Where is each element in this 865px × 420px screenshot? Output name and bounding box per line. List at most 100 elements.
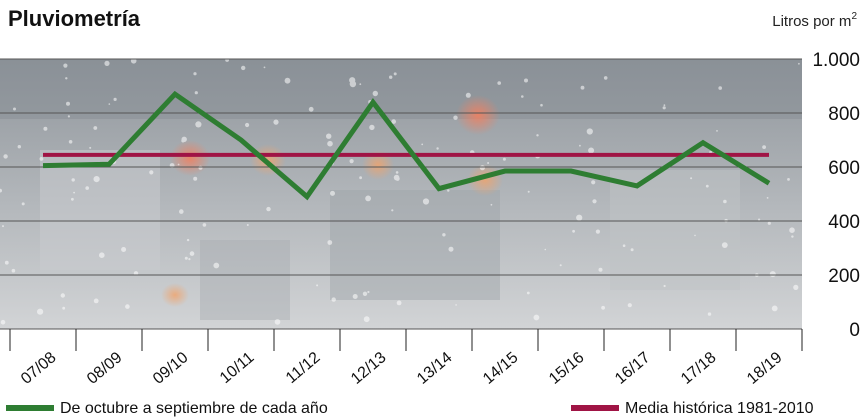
raindrop <box>707 312 712 316</box>
raindrop <box>21 202 25 206</box>
raindrop <box>241 65 246 71</box>
raindrop <box>108 103 111 105</box>
raindrop <box>527 190 530 193</box>
x-tick-label: 07/08 <box>18 349 60 388</box>
raindrop <box>198 165 203 170</box>
raindrop <box>662 106 666 110</box>
raindrop <box>68 140 73 144</box>
raindrop <box>601 305 605 310</box>
x-tick-label: 17/18 <box>678 349 720 388</box>
raindrop <box>71 197 74 201</box>
raindrop <box>540 103 543 107</box>
raindrop <box>536 134 539 137</box>
raindrop <box>349 77 356 84</box>
raindrop <box>193 176 198 181</box>
series-line-yearly-rainfall <box>42 90 771 201</box>
raindrop <box>363 316 370 323</box>
raindrop <box>104 60 110 66</box>
raindrop <box>521 95 524 98</box>
raindrop <box>690 177 693 180</box>
raindrop <box>453 115 458 120</box>
y-tick-label: 200 <box>828 266 860 287</box>
y-tick-label: 1.000 <box>812 50 860 71</box>
raindrop <box>330 190 335 196</box>
raindrop <box>67 115 70 118</box>
raindrop <box>121 247 127 252</box>
y-axis-tick-labels: 0 200 400 600 800 1.000 <box>812 50 860 341</box>
raindrop <box>39 157 44 161</box>
raindrop <box>769 271 776 278</box>
y-tick-label: 400 <box>828 212 860 233</box>
raindrop <box>327 140 333 147</box>
raindrop <box>603 76 608 80</box>
raindrop <box>284 77 291 84</box>
raindrop <box>274 319 281 325</box>
raindrop <box>308 106 314 112</box>
rainy-window-background <box>0 58 802 329</box>
raindrop <box>442 233 446 237</box>
raindrop <box>245 122 250 128</box>
x-tick-label: 12/13 <box>348 349 390 388</box>
raindrop <box>369 124 375 131</box>
legend-swatch-series <box>6 405 54 411</box>
raindrop <box>331 297 336 302</box>
chart-title: Pluviometría <box>8 6 141 31</box>
x-tick-label: 16/17 <box>612 349 654 388</box>
raindrop <box>359 83 362 86</box>
raindrop <box>716 130 718 132</box>
raindrop <box>195 121 202 128</box>
raindrop <box>497 81 502 85</box>
y-tick-label: 800 <box>828 104 860 125</box>
raindrop <box>559 264 562 267</box>
unit-label-superscript: 2 <box>851 11 857 22</box>
x-tick-label: 15/16 <box>546 349 588 388</box>
raindrop <box>263 66 266 69</box>
raindrop <box>586 128 593 135</box>
raindrop <box>73 191 75 194</box>
raindrop <box>37 308 44 315</box>
raindrop <box>266 206 271 212</box>
raindrop <box>179 209 184 214</box>
raindrop <box>479 165 485 171</box>
x-axis-tick-labels: 07/08 08/09 09/10 10/11 11/12 12/13 13/14 14/15… <box>18 349 786 388</box>
raindrop <box>627 303 632 308</box>
raindrop <box>213 262 220 269</box>
raindrop <box>71 178 75 182</box>
raindrop <box>580 85 585 90</box>
raindrop <box>186 238 190 242</box>
raindrop <box>487 162 490 164</box>
x-tick-label: 18/19 <box>744 349 786 388</box>
raindrop <box>93 126 98 130</box>
raindrop <box>391 119 397 124</box>
raindrop <box>572 229 575 233</box>
raindrop <box>193 72 197 76</box>
raindrop <box>188 258 191 261</box>
raindrop <box>576 214 583 221</box>
unit-label-text: Litros por m <box>772 13 851 30</box>
raindrop <box>465 92 471 98</box>
raindrop <box>66 101 70 106</box>
raindrop <box>591 180 596 185</box>
raindrop <box>723 199 727 204</box>
legend: De octubre a septiembre de cada año Medi… <box>6 400 814 417</box>
raindrop <box>181 139 185 143</box>
raindrop <box>622 244 626 247</box>
raindrop <box>771 305 778 312</box>
raindrop <box>367 290 370 294</box>
raindrop <box>395 171 399 174</box>
raindrop <box>436 147 439 150</box>
raindrop <box>63 63 68 68</box>
raindrop <box>13 107 16 111</box>
legend-label-reference: Media histórica 1981-2010 <box>625 400 814 417</box>
unit-label: Litros por m2 <box>772 11 857 30</box>
raindrop <box>327 240 333 245</box>
x-tick-label: 14/15 <box>480 349 522 388</box>
raindrop <box>202 223 207 227</box>
raindrop <box>194 91 198 95</box>
raindrop <box>60 293 65 298</box>
raindrop <box>362 291 368 296</box>
raindrop <box>393 72 397 76</box>
raindrop <box>396 300 402 306</box>
raindrop <box>11 268 16 273</box>
